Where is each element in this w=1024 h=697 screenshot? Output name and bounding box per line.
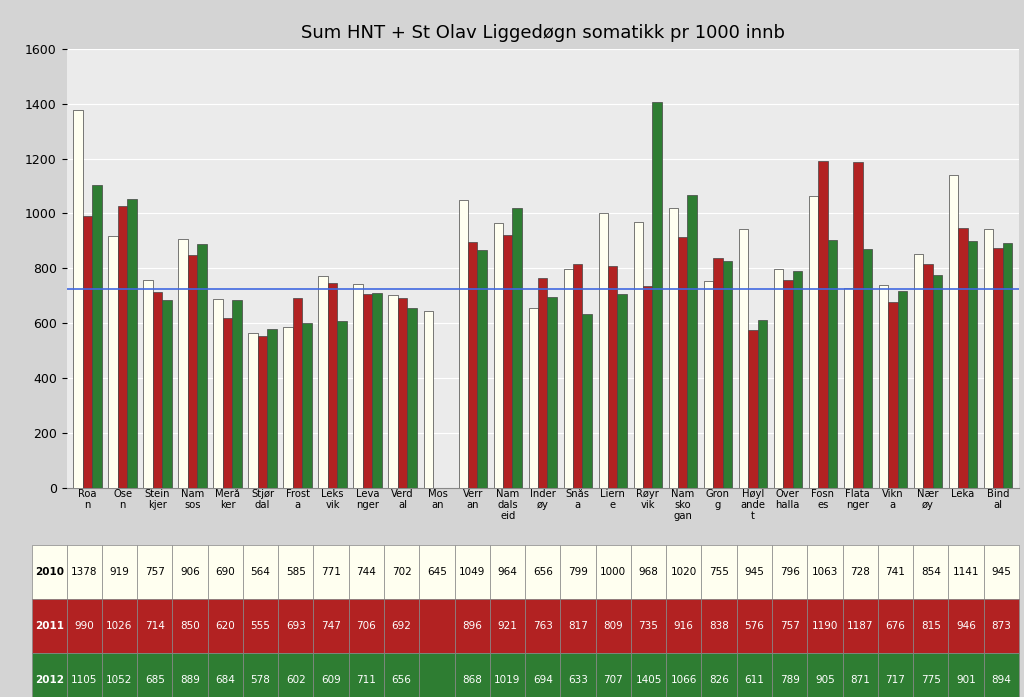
- Bar: [703, 281, 713, 488]
- Bar: [879, 284, 888, 488]
- Bar: [958, 229, 968, 488]
- Bar: [933, 275, 942, 488]
- Bar: [293, 298, 302, 488]
- Bar: [669, 208, 678, 488]
- Bar: [548, 298, 557, 488]
- Bar: [109, 236, 118, 488]
- Bar: [92, 185, 101, 488]
- Bar: [827, 240, 837, 488]
- Bar: [388, 296, 398, 488]
- Bar: [459, 200, 468, 488]
- Bar: [749, 330, 758, 488]
- Bar: [888, 302, 898, 488]
- Bar: [468, 242, 477, 488]
- Bar: [398, 298, 408, 488]
- Bar: [118, 206, 127, 488]
- Bar: [923, 264, 933, 488]
- Bar: [583, 314, 592, 488]
- Bar: [898, 291, 907, 488]
- Bar: [758, 320, 767, 488]
- Bar: [538, 279, 548, 488]
- Bar: [984, 229, 993, 488]
- Bar: [258, 335, 267, 488]
- Bar: [853, 162, 862, 488]
- Bar: [948, 175, 958, 488]
- Bar: [353, 284, 362, 488]
- Bar: [678, 236, 687, 488]
- Bar: [503, 235, 512, 488]
- Bar: [74, 109, 83, 488]
- Bar: [793, 271, 802, 488]
- Bar: [563, 268, 573, 488]
- Bar: [573, 263, 583, 488]
- Bar: [738, 229, 749, 488]
- Bar: [643, 286, 652, 488]
- Title: Sum HNT + St Olav Liggedøgn somatikk pr 1000 innb: Sum HNT + St Olav Liggedøgn somatikk pr …: [301, 24, 784, 42]
- Bar: [302, 323, 312, 488]
- Bar: [318, 276, 328, 488]
- Bar: [477, 250, 486, 488]
- Bar: [153, 292, 163, 488]
- Bar: [373, 293, 382, 488]
- Bar: [494, 223, 503, 488]
- Bar: [424, 311, 433, 488]
- Bar: [528, 308, 538, 488]
- Bar: [617, 294, 627, 488]
- Bar: [178, 239, 187, 488]
- Bar: [634, 222, 643, 488]
- Bar: [512, 208, 522, 488]
- Bar: [337, 321, 347, 488]
- Bar: [328, 283, 337, 488]
- Bar: [608, 266, 617, 488]
- Bar: [83, 216, 92, 488]
- Bar: [713, 258, 723, 488]
- Bar: [862, 249, 872, 488]
- Bar: [198, 244, 207, 488]
- Bar: [127, 199, 137, 488]
- Bar: [809, 196, 818, 488]
- Bar: [1002, 243, 1012, 488]
- Bar: [232, 300, 242, 488]
- Bar: [773, 270, 783, 488]
- Bar: [213, 298, 223, 488]
- Bar: [783, 280, 793, 488]
- Bar: [968, 240, 977, 488]
- Bar: [993, 248, 1002, 488]
- Bar: [143, 280, 153, 488]
- Bar: [249, 333, 258, 488]
- Bar: [362, 294, 373, 488]
- Bar: [267, 329, 276, 488]
- Bar: [818, 161, 827, 488]
- Bar: [723, 261, 732, 488]
- Bar: [844, 288, 853, 488]
- Bar: [163, 300, 172, 488]
- Bar: [187, 254, 198, 488]
- Bar: [599, 213, 608, 488]
- Bar: [652, 102, 662, 488]
- Bar: [284, 328, 293, 488]
- Bar: [913, 254, 923, 488]
- Bar: [223, 318, 232, 488]
- Bar: [408, 308, 417, 488]
- Bar: [687, 195, 697, 488]
